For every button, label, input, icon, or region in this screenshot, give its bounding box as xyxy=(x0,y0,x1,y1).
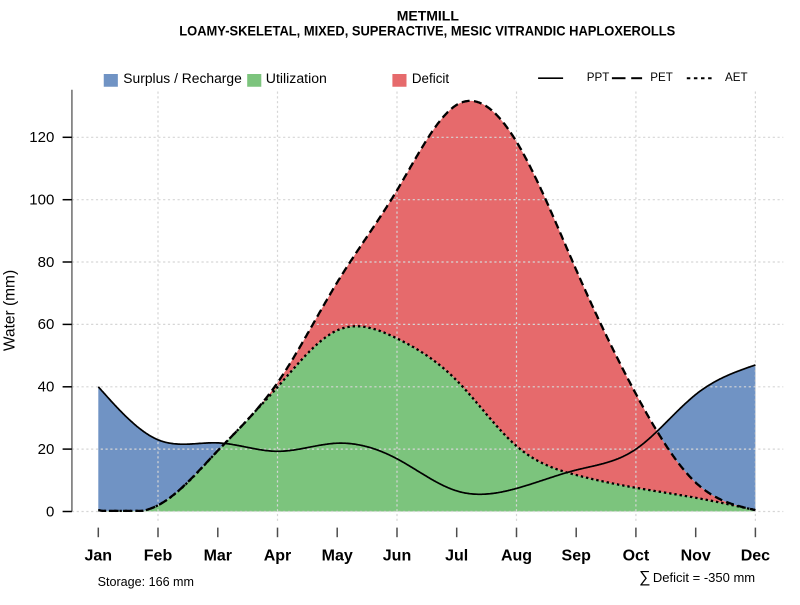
svg-text:Storage: 166 mm: Storage: 166 mm xyxy=(98,574,194,589)
svg-text:METMILL: METMILL xyxy=(397,8,460,24)
svg-text:Nov: Nov xyxy=(681,547,711,564)
svg-text:Surplus / Recharge: Surplus / Recharge xyxy=(123,71,242,86)
svg-text:Deficit: Deficit xyxy=(412,71,449,86)
svg-text:AET: AET xyxy=(725,71,748,84)
svg-text:80: 80 xyxy=(38,254,55,271)
svg-text:Mar: Mar xyxy=(204,547,232,564)
svg-text:Feb: Feb xyxy=(144,547,173,564)
svg-text:Water (mm): Water (mm) xyxy=(2,270,19,351)
svg-text:May: May xyxy=(322,547,353,564)
svg-text:20: 20 xyxy=(38,441,55,458)
svg-text:Jul: Jul xyxy=(445,547,468,564)
svg-text:Sep: Sep xyxy=(562,547,592,564)
svg-text:Jun: Jun xyxy=(383,547,411,564)
svg-text:120: 120 xyxy=(29,129,54,146)
svg-text:Utilization: Utilization xyxy=(266,71,327,86)
svg-text:PPT: PPT xyxy=(587,71,610,84)
svg-text:LOAMY-SKELETAL, MIXED, SUPERAC: LOAMY-SKELETAL, MIXED, SUPERACTIVE, MESI… xyxy=(179,22,675,38)
svg-text:0: 0 xyxy=(46,503,54,520)
svg-text:∑Deficit = -350 mm: ∑ Deficit = -350 mm xyxy=(639,569,755,586)
svg-text:Dec: Dec xyxy=(741,547,770,564)
svg-text:PET: PET xyxy=(650,71,673,84)
svg-text:Apr: Apr xyxy=(264,547,292,564)
svg-text:Oct: Oct xyxy=(623,547,650,564)
svg-text:40: 40 xyxy=(38,379,55,396)
svg-text:100: 100 xyxy=(29,192,54,209)
svg-text:60: 60 xyxy=(38,316,55,333)
svg-text:Aug: Aug xyxy=(501,547,532,564)
svg-text:Jan: Jan xyxy=(85,547,113,564)
